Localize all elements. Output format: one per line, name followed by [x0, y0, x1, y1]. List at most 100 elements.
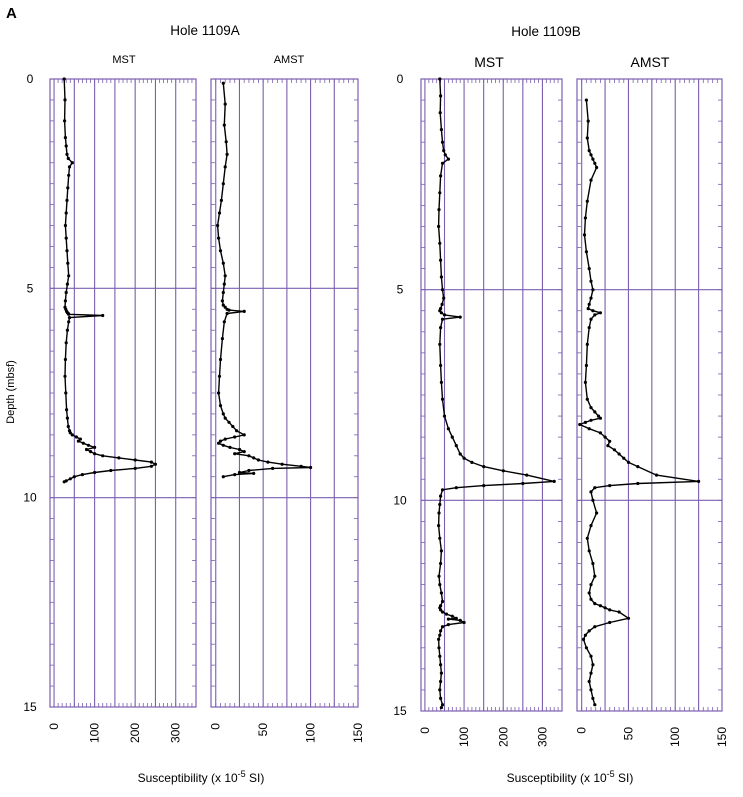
data-point: [437, 646, 441, 650]
data-point: [450, 614, 454, 618]
data-point: [93, 452, 97, 456]
x-tick-label: 100: [88, 723, 102, 743]
data-point: [93, 470, 97, 475]
data-point: [109, 468, 113, 473]
data-point: [593, 574, 597, 578]
data-point: [598, 431, 603, 435]
data-point: [608, 620, 612, 625]
data-point: [446, 427, 450, 431]
data-point: [442, 313, 447, 317]
data-point: [454, 616, 458, 620]
data-point: [280, 462, 284, 466]
data-point: [581, 637, 586, 642]
data-point: [446, 623, 450, 627]
data-point: [65, 249, 69, 253]
data-point: [593, 486, 597, 490]
panel-title-b-mst: MST: [474, 54, 504, 70]
data-point: [593, 625, 597, 629]
data-point: [591, 663, 595, 667]
data-point: [64, 211, 68, 215]
data-point: [219, 198, 223, 202]
x-axis-label-a: Susceptibility (x 10-5 SI): [138, 769, 265, 785]
data-point: [482, 465, 486, 469]
x-tick-label: 150: [351, 723, 365, 743]
data-point: [133, 458, 137, 462]
data-point: [218, 439, 223, 443]
data-point: [458, 315, 462, 319]
data-point: [221, 261, 225, 265]
data-point: [584, 250, 589, 254]
data-point: [223, 274, 227, 278]
data-point: [437, 511, 441, 515]
data-point: [221, 303, 225, 307]
data-point: [589, 406, 593, 410]
data-point: [444, 612, 449, 616]
data-point: [68, 477, 72, 481]
hole-title-a: Hole 1109A: [170, 23, 240, 38]
data-point: [578, 422, 582, 427]
data-point: [589, 583, 593, 587]
data-point: [440, 302, 444, 306]
data-point: [589, 279, 593, 283]
data-point: [439, 591, 443, 595]
data-point: [439, 629, 443, 633]
data-point: [225, 311, 229, 316]
data-point: [223, 102, 227, 106]
data-point: [84, 447, 89, 452]
panel-frame: [210, 78, 359, 708]
data-point: [224, 140, 228, 144]
data-point: [440, 703, 445, 707]
data-point: [220, 337, 224, 341]
data-point: [439, 494, 443, 498]
data-point: [584, 646, 589, 650]
data-point: [66, 156, 70, 161]
data-point: [501, 469, 505, 473]
panel-3: 0 100 200 300 0 5 10 15: [393, 72, 563, 747]
data-point: [482, 484, 486, 488]
data-point: [72, 475, 76, 479]
data-point: [133, 466, 137, 470]
data-point: [237, 447, 242, 452]
data-point: [221, 182, 225, 186]
data-point: [223, 305, 227, 309]
data-point: [64, 236, 68, 240]
data-point: [216, 223, 220, 228]
data-point: [442, 296, 446, 300]
data-point: [101, 313, 105, 318]
data-point: [458, 452, 462, 456]
data-point: [86, 443, 91, 447]
data-point: [521, 481, 525, 486]
data-point: [101, 454, 105, 458]
data-point: [603, 435, 607, 439]
data-point: [654, 473, 659, 477]
data-point: [608, 439, 612, 443]
data-point: [606, 444, 610, 448]
data-point: [589, 671, 593, 675]
x-tick-label: 50: [256, 723, 270, 737]
data-point: [608, 608, 612, 612]
data-point: [218, 404, 223, 408]
data-point: [454, 444, 458, 448]
data-point: [442, 149, 446, 153]
data-point: [235, 429, 239, 433]
data-point: [437, 208, 441, 212]
data-point: [228, 445, 232, 449]
data-point: [438, 688, 442, 692]
data-point: [438, 654, 442, 658]
data-point: [589, 597, 593, 601]
data-point: [439, 671, 443, 675]
data-point: [67, 320, 71, 324]
data-point: [153, 462, 157, 466]
data-point: [223, 437, 227, 441]
data-point: [439, 311, 443, 315]
data-point: [221, 81, 225, 85]
data-point: [612, 448, 617, 452]
data-point: [217, 391, 221, 395]
data-point: [76, 439, 80, 443]
data-point: [438, 342, 442, 346]
data-point: [584, 363, 589, 368]
data-point: [582, 233, 587, 237]
panel-title-b-amst: AMST: [631, 54, 670, 70]
data-point: [63, 98, 67, 102]
